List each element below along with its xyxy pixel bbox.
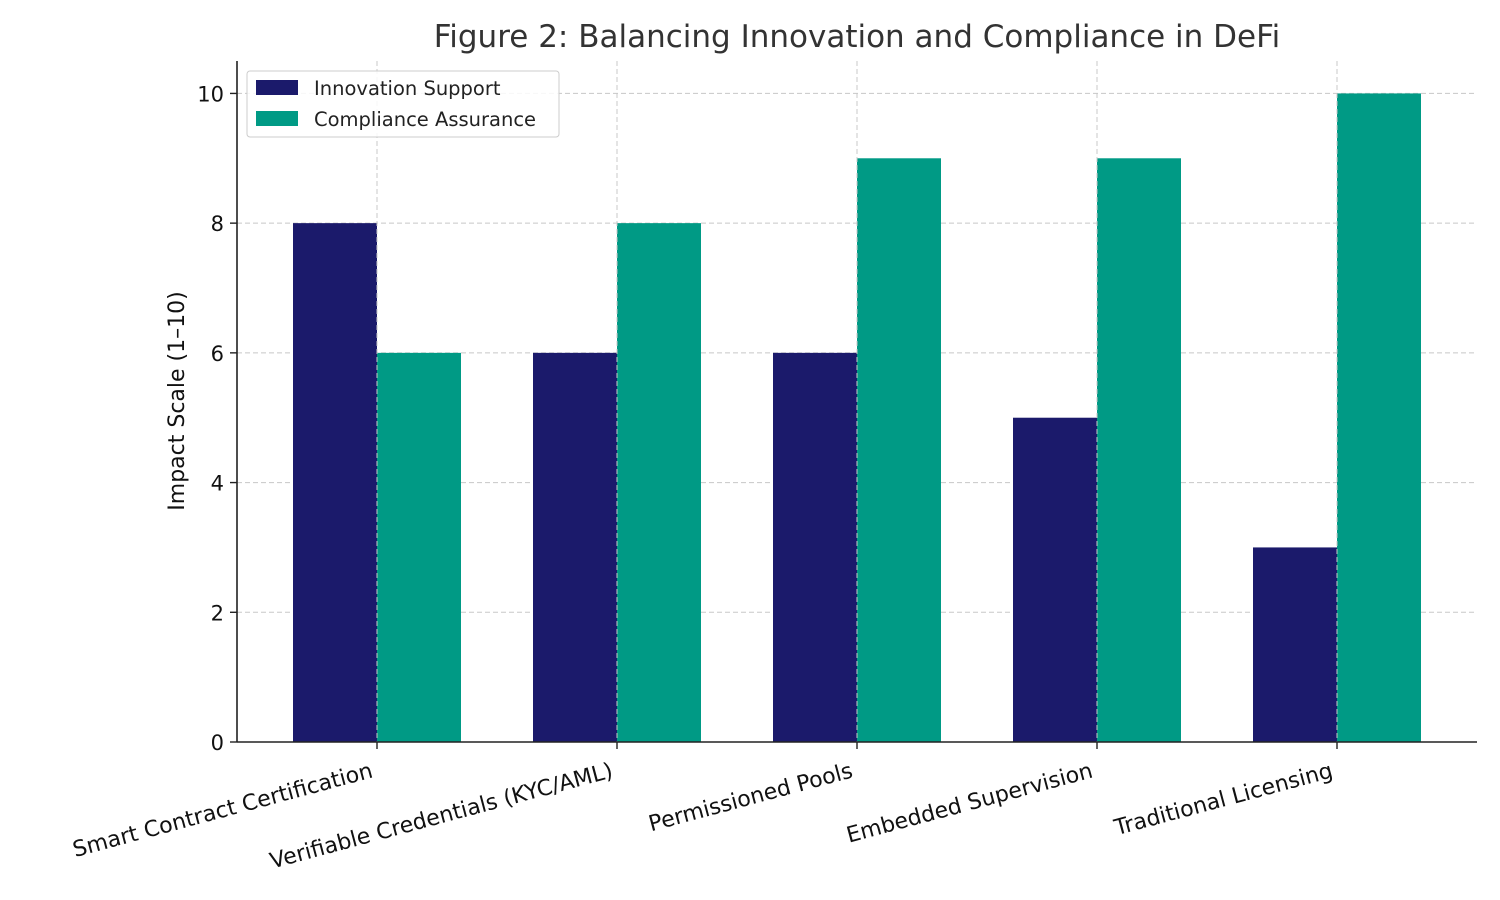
y-tick-label: 6 [211,342,224,366]
legend-swatch-compliance [256,111,298,126]
bar-innovation [1013,417,1097,742]
y-tick-label: 2 [211,601,224,625]
bar-compliance [1337,93,1421,742]
x-tick-label: Embedded Supervision [844,759,1096,849]
legend-swatch-innovation [256,80,298,95]
x-tick-label: Permissioned Pools [646,759,855,838]
y-tick-label: 0 [211,731,224,755]
bar-innovation [773,352,857,742]
legend: Innovation Support Compliance Assurance [246,70,560,138]
bar-innovation [533,352,617,742]
legend-label-compliance: Compliance Assurance [314,108,536,131]
y-tick-label: 4 [211,472,224,496]
bar-innovation [293,223,377,743]
legend-frame [246,70,560,138]
vertical-grid-layer [376,61,1338,742]
bar-innovation [1253,547,1337,742]
axis-layer [230,61,1477,749]
chart-title: Figure 2: Balancing Innovation and Compl… [434,19,1281,55]
bar-compliance [377,352,461,742]
bar-compliance [1097,158,1181,743]
y-tick-label: 10 [197,82,224,106]
legend-label-innovation: Innovation Support [314,77,501,100]
x-tick-label: Traditional Licensing [1111,759,1336,842]
y-axis-label: Impact Scale (1–10) [165,291,190,510]
bar-compliance [617,223,701,743]
y-tick-labels: 0 2 4 6 8 10 [197,82,224,755]
y-tick-label: 8 [211,212,224,236]
bar-layer [293,93,1421,743]
bar-compliance [857,158,941,743]
